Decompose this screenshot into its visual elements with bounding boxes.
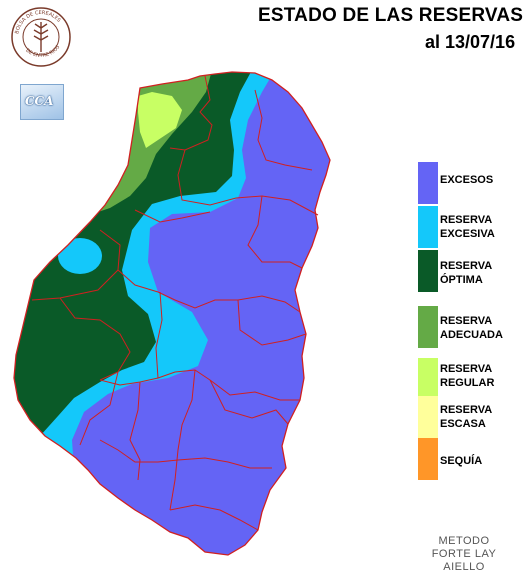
cca-logo-text: CCA: [25, 94, 54, 108]
legend-swatch: [418, 162, 438, 204]
legend-label-sub: ÓPTIMA: [440, 274, 483, 286]
legend-item-reserva-adecuada: RESERVA ADECUADA: [418, 306, 528, 348]
legend-swatch: [418, 250, 438, 292]
legend-label-sub: REGULAR: [440, 377, 495, 389]
method-line-3: AIELLO: [443, 561, 485, 573]
legend-swatch: [418, 206, 438, 248]
legend-label: RESERVA: [440, 404, 493, 416]
legend-swatch: [418, 358, 438, 400]
department-boundaries: [13, 71, 331, 556]
map-title: ESTADO DE LAS RESERVAS: [258, 5, 524, 26]
method-note: METODO FORTE LAY AIELLO: [424, 535, 504, 574]
cca-logo: CCA: [20, 84, 64, 120]
legend-item-excesos: EXCESOS: [418, 162, 528, 204]
legend-label: EXCESOS: [440, 174, 494, 186]
legend-label: RESERVA: [440, 260, 493, 272]
bolsa-cereales-seal-logo: BOLSA DE CEREALES DE ENTRE RIOS: [11, 7, 71, 67]
legend-label: RESERVA: [440, 214, 493, 226]
legend-item-reserva-optima: RESERVA ÓPTIMA: [418, 250, 528, 292]
legend-label-sub: ADECUADA: [440, 329, 503, 341]
legend-item-sequia: SEQUÍA: [418, 438, 528, 480]
legend-label: SEQUÍA: [440, 455, 483, 467]
zone-reserva-excesiva-spot: [58, 238, 102, 274]
legend-swatch: [418, 396, 438, 438]
legend-swatch: [418, 438, 438, 480]
legend-label: RESERVA: [440, 315, 493, 327]
method-line-2: FORTE LAY: [431, 548, 497, 560]
map-date: al 13/07/16: [425, 32, 516, 52]
zone-reserva-regular: [138, 92, 182, 148]
legend-item-reserva-excesiva: RESERVA EXCESIVA: [418, 206, 528, 248]
legend-label: RESERVA: [440, 363, 493, 375]
legend-label-sub: EXCESIVA: [440, 228, 495, 240]
method-line-1: METODO: [438, 535, 490, 547]
legend-item-reserva-escasa: RESERVA ESCASA: [418, 396, 528, 438]
legend-label-sub: ESCASA: [440, 418, 486, 430]
legend-swatch: [418, 306, 438, 348]
legend-item-reserva-regular: RESERVA REGULAR: [418, 358, 528, 400]
